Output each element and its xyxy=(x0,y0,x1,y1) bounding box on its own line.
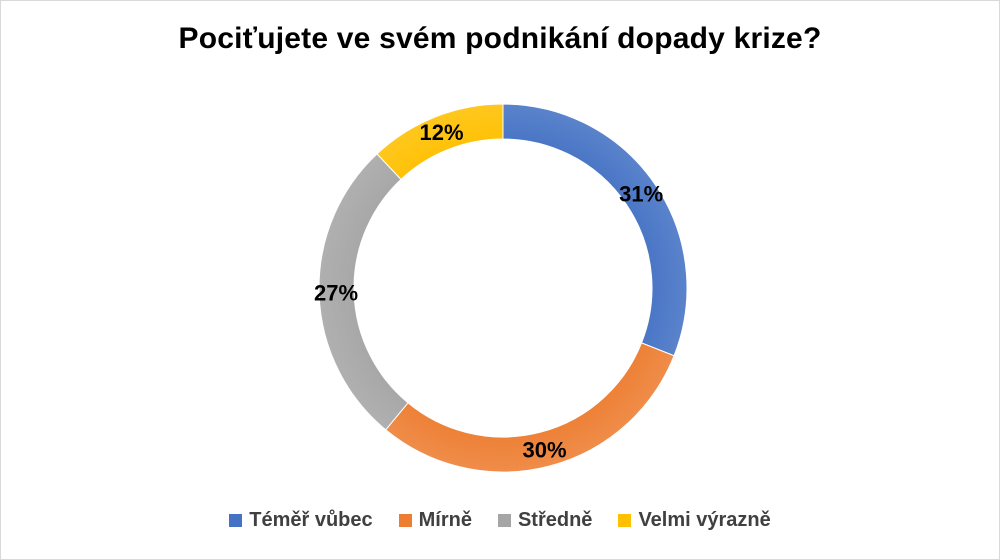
legend-swatch-temer-vubec xyxy=(229,514,243,527)
data-label-stredne: 27% xyxy=(314,281,358,306)
legend-item-mirne: Mírně xyxy=(398,509,472,532)
data-label-mirne: 30% xyxy=(523,437,567,462)
legend-item-temer-vubec: Téměř vůbec xyxy=(229,509,373,532)
legend-label-temer-vubec: Téměř vůbec xyxy=(249,509,373,531)
legend-swatch-mirne xyxy=(398,514,412,527)
chart-legend: Téměř vůbec Mírně Středně Velmi výrazně xyxy=(0,509,1000,532)
legend-label-mirne: Mírně xyxy=(418,509,472,531)
legend-item-stredne: Středně xyxy=(497,509,593,532)
legend-item-velmi-vyrazne: Velmi výrazně xyxy=(618,509,771,532)
legend-label-velmi-vyrazne: Velmi výrazně xyxy=(638,509,771,531)
chart-title: Pociťujete ve svém podnikání dopady kriz… xyxy=(178,22,822,55)
slice-velmi-vyrazne xyxy=(376,103,504,181)
legend-swatch-velmi-vyrazne xyxy=(618,514,632,527)
legend-swatch-stredne xyxy=(497,514,511,527)
data-label-temer-vubec: 31% xyxy=(619,182,663,207)
data-label-velmi-vyrazne: 12% xyxy=(419,120,463,145)
slice-temer-vubec xyxy=(502,103,688,357)
legend-label-stredne: Středně xyxy=(517,509,593,531)
